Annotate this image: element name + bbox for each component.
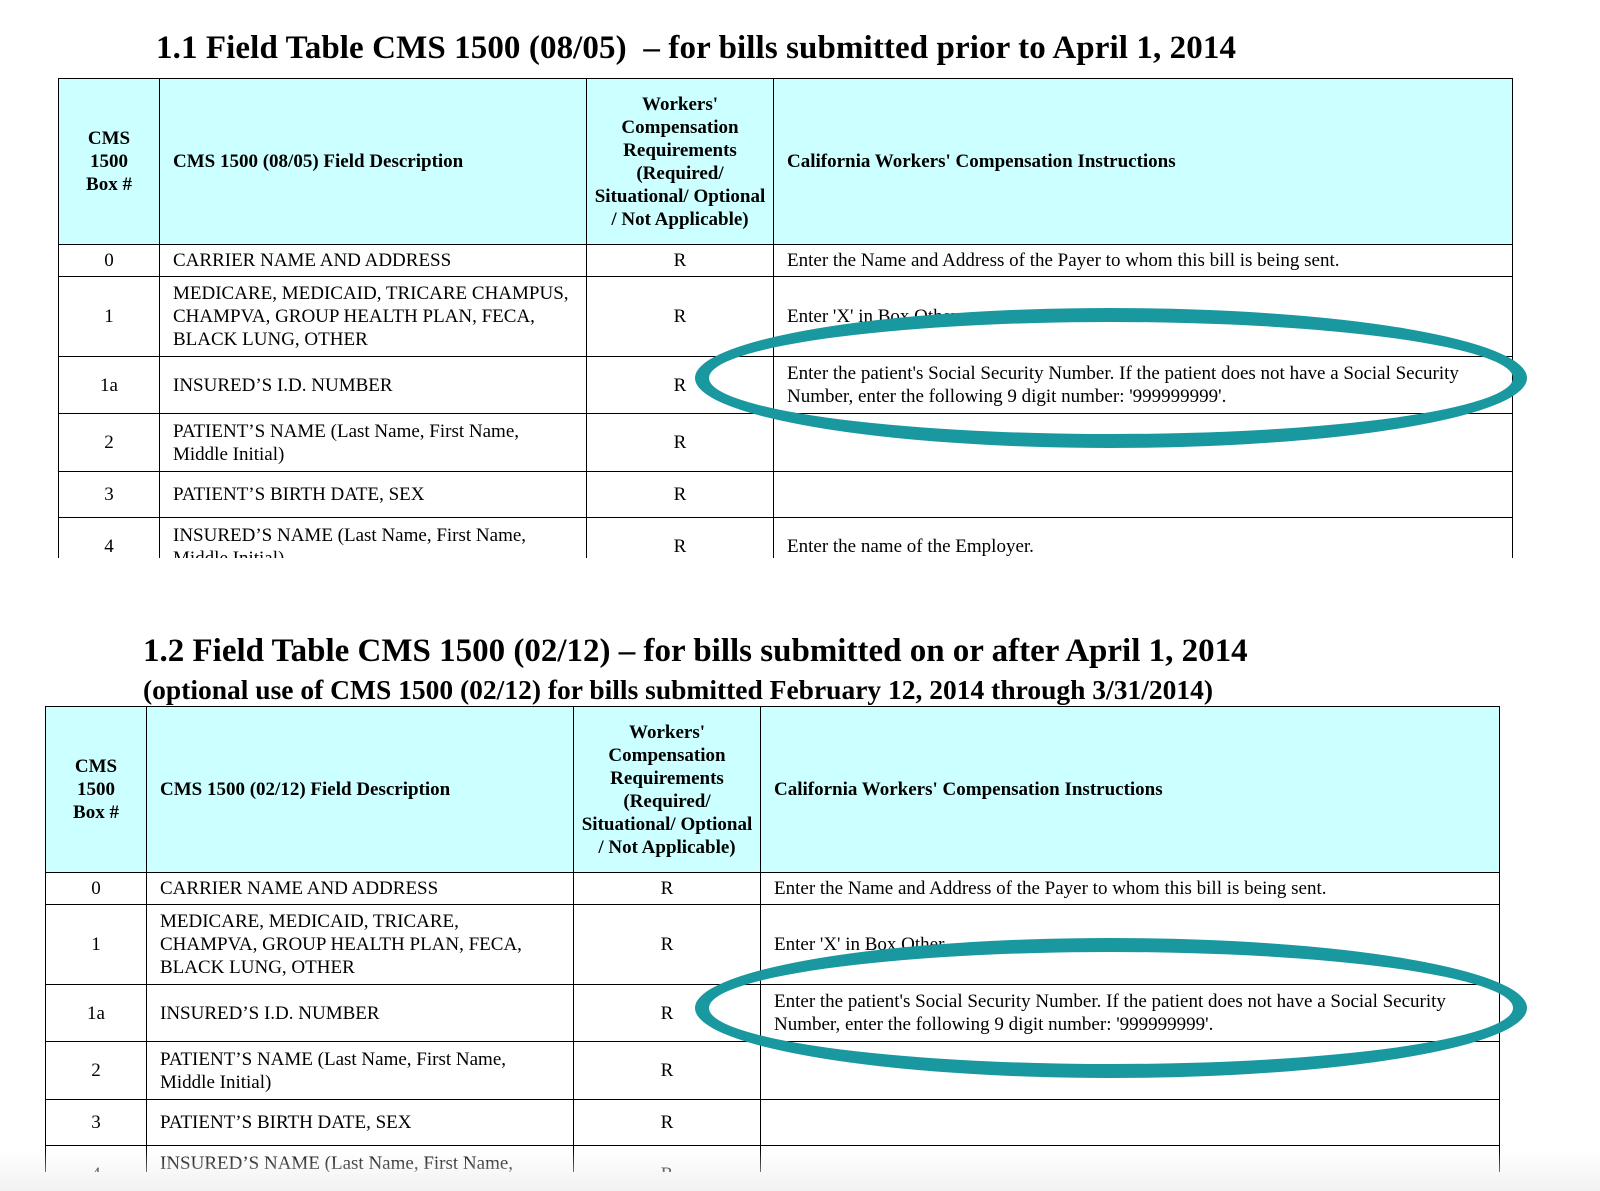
table-row: 0 CARRIER NAME AND ADDRESS R Enter the N…	[58, 244, 1513, 277]
instruction-text: Enter 'X' in Box Other.	[773, 276, 1513, 357]
header-instructions: California Workers' Compensation Instruc…	[773, 78, 1513, 245]
field-description: INSURED’S I.D. NUMBER	[159, 356, 587, 414]
field-description: MEDICARE, MEDICAID, TRICARE CHAMPUS, CHA…	[159, 276, 587, 357]
box-number: 4	[58, 517, 160, 558]
box-number: 2	[58, 413, 160, 472]
requirement-code: R	[573, 1145, 761, 1172]
table-row: 4 INSURED’S NAME (Last Name, First Name,…	[45, 1145, 1500, 1172]
box-number: 0	[58, 244, 160, 277]
field-description: INSURED’S NAME (Last Name, First Name, M…	[159, 517, 587, 558]
instruction-text	[760, 1041, 1500, 1100]
box-number: 1	[58, 276, 160, 357]
field-description: INSURED’S NAME (Last Name, First Name, M…	[146, 1145, 574, 1172]
field-description: PATIENT’S BIRTH DATE, SEX	[146, 1099, 574, 1146]
table1-container: CMS 1500 Box # CMS 1500 (08/05) Field De…	[58, 78, 1514, 558]
field-table-0805: CMS 1500 Box # CMS 1500 (08/05) Field De…	[58, 78, 1513, 558]
instruction-text	[760, 1145, 1500, 1172]
box-number: 4	[45, 1145, 147, 1172]
instruction-text: Enter the patient's Social Security Numb…	[773, 356, 1513, 414]
requirement-code: R	[586, 244, 774, 277]
requirement-code: R	[573, 872, 761, 905]
table-header-row: CMS 1500 Box # CMS 1500 (08/05) Field De…	[58, 78, 1513, 245]
field-description: PATIENT’S NAME (Last Name, First Name, M…	[146, 1041, 574, 1100]
table-header-row: CMS 1500 Box # CMS 1500 (02/12) Field De…	[45, 706, 1500, 873]
instruction-text: Enter the patient's Social Security Numb…	[760, 984, 1500, 1042]
instruction-text	[773, 471, 1513, 518]
table-row: 4 INSURED’S NAME (Last Name, First Name,…	[58, 517, 1513, 558]
instruction-text	[773, 413, 1513, 472]
instruction-text: Enter 'X' in Box Other.	[760, 904, 1500, 985]
header-field-description: CMS 1500 (02/12) Field Description	[146, 706, 574, 873]
table-row: 1 MEDICARE, MEDICAID, TRICARE CHAMPUS, C…	[58, 276, 1513, 357]
table-row: 3 PATIENT’S BIRTH DATE, SEX R	[58, 471, 1513, 518]
table2-container: CMS 1500 Box # CMS 1500 (02/12) Field De…	[45, 706, 1501, 1172]
header-instructions: California Workers' Compensation Instruc…	[760, 706, 1500, 873]
field-description: CARRIER NAME AND ADDRESS	[159, 244, 587, 277]
header-box-number: CMS 1500 Box #	[58, 78, 160, 245]
header-box-number: CMS 1500 Box #	[45, 706, 147, 873]
field-description: PATIENT’S NAME (Last Name, First Name, M…	[159, 413, 587, 472]
table-row: 2 PATIENT’S NAME (Last Name, First Name,…	[58, 413, 1513, 472]
box-number: 1a	[58, 356, 160, 414]
box-number: 3	[58, 471, 160, 518]
box-number: 3	[45, 1099, 147, 1146]
table2-title: 1.2 Field Table CMS 1500 (02/12) – for b…	[143, 633, 1248, 669]
requirement-code: R	[573, 984, 761, 1042]
field-description: PATIENT’S BIRTH DATE, SEX	[159, 471, 587, 518]
box-number: 1	[45, 904, 147, 985]
requirement-code: R	[573, 1099, 761, 1146]
requirement-code: R	[586, 471, 774, 518]
field-description: INSURED’S I.D. NUMBER	[146, 984, 574, 1042]
instruction-text: Enter the Name and Address of the Payer …	[773, 244, 1513, 277]
box-number: 2	[45, 1041, 147, 1100]
header-requirements: Workers' Compensation Requirements (Requ…	[573, 706, 761, 873]
header-field-description: CMS 1500 (08/05) Field Description	[159, 78, 587, 245]
table-row: 2 PATIENT’S NAME (Last Name, First Name,…	[45, 1041, 1500, 1100]
table-row: 1 MEDICARE, MEDICAID, TRICARE, CHAMPVA, …	[45, 904, 1500, 985]
instruction-text	[760, 1099, 1500, 1146]
requirement-code: R	[573, 1041, 761, 1100]
table-row: 1a INSURED’S I.D. NUMBER R Enter the pat…	[58, 356, 1513, 414]
requirement-code: R	[586, 276, 774, 357]
table-row: 0 CARRIER NAME AND ADDRESS R Enter the N…	[45, 872, 1500, 905]
instruction-text: Enter the name of the Employer.	[773, 517, 1513, 558]
requirement-code: R	[573, 904, 761, 985]
field-description: MEDICARE, MEDICAID, TRICARE, CHAMPVA, GR…	[146, 904, 574, 985]
table1-title: 1.1 Field Table CMS 1500 (08/05) – for b…	[156, 30, 1237, 66]
requirement-code: R	[586, 413, 774, 472]
requirement-code: R	[586, 356, 774, 414]
table-row: 3 PATIENT’S BIRTH DATE, SEX R	[45, 1099, 1500, 1146]
box-number: 1a	[45, 984, 147, 1042]
field-table-0212: CMS 1500 Box # CMS 1500 (02/12) Field De…	[45, 706, 1500, 1172]
instruction-text: Enter the Name and Address of the Payer …	[760, 872, 1500, 905]
table2-subtitle: (optional use of CMS 1500 (02/12) for bi…	[143, 674, 1213, 705]
table-row: 1a INSURED’S I.D. NUMBER R Enter the pat…	[45, 984, 1500, 1042]
requirement-code: R	[586, 517, 774, 558]
field-description: CARRIER NAME AND ADDRESS	[146, 872, 574, 905]
header-requirements: Workers' Compensation Requirements (Requ…	[586, 78, 774, 245]
box-number: 0	[45, 872, 147, 905]
